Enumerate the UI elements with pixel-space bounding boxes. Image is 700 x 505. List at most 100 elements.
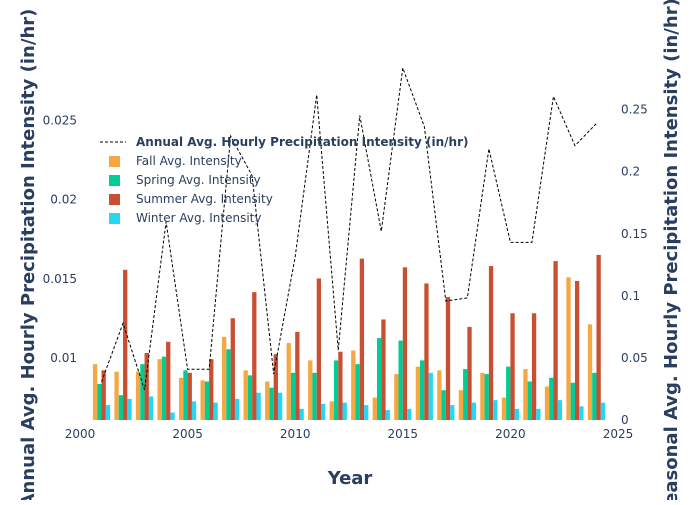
bar-fall-avg-intensity-2009 bbox=[265, 381, 270, 420]
y-axis-ticks: 0.01 0.015 0.02 0.025 bbox=[43, 113, 77, 365]
y-axis-title: Annual Avg. Hourly Precipitation Intensi… bbox=[18, 9, 39, 500]
bar-summer-avg-intensity-2007 bbox=[230, 318, 235, 420]
bar-spring-avg-intensity-2013 bbox=[355, 364, 360, 420]
bar-fall-avg-intensity-2013 bbox=[351, 350, 356, 420]
bar-summer-avg-intensity-2021 bbox=[531, 313, 537, 420]
bar-winter-avg-intensity-2012 bbox=[342, 402, 347, 420]
bar-spring-avg-intensity-2021 bbox=[527, 381, 532, 420]
bar-winter-avg-intensity-2004 bbox=[170, 412, 175, 420]
bar-spring-avg-intensity-2023 bbox=[570, 382, 575, 420]
x-tick-label-2025: 2025 bbox=[603, 427, 634, 441]
legend-swatch-fall-avg-intensity bbox=[109, 156, 120, 167]
legend-swatch-spring-avg-intensity bbox=[109, 175, 120, 186]
line-layer bbox=[101, 67, 597, 391]
legend-label-fall-avg-intensity: Fall Avg. Intensity bbox=[136, 154, 242, 168]
bar-winter-avg-intensity-2020 bbox=[514, 408, 519, 420]
bar-winter-avg-intensity-2023 bbox=[579, 406, 584, 420]
bar-winter-avg-intensity-2017 bbox=[450, 405, 455, 420]
y2-tick-label-3: 0.15 bbox=[621, 227, 648, 241]
bar-fall-avg-intensity-2010 bbox=[286, 343, 291, 420]
bar-winter-avg-intensity-2005 bbox=[191, 401, 197, 420]
bar-spring-avg-intensity-2005 bbox=[183, 370, 188, 420]
y2-axis-ticks: 0 0.05 0.1 0.15 0.2 0.25 bbox=[621, 103, 648, 427]
bar-summer-avg-intensity-2024 bbox=[596, 254, 601, 420]
bar-spring-avg-intensity-2014 bbox=[376, 338, 382, 420]
bar-spring-avg-intensity-2008 bbox=[247, 375, 253, 420]
legend: Annual Avg. Hourly Precipitation Intensi… bbox=[100, 135, 469, 225]
bar-summer-avg-intensity-2016 bbox=[424, 283, 429, 420]
bar-spring-avg-intensity-2010 bbox=[290, 372, 296, 420]
bar-winter-avg-intensity-2008 bbox=[256, 392, 261, 420]
bar-summer-avg-intensity-2022 bbox=[553, 261, 558, 420]
bar-summer-avg-intensity-2014 bbox=[381, 319, 386, 420]
bar-winter-avg-intensity-2007 bbox=[234, 398, 240, 420]
x-axis-ticks: 2000 2005 2010 2015 2020 2025 bbox=[65, 427, 634, 441]
bar-summer-avg-intensity-2023 bbox=[574, 280, 580, 420]
y2-tick-label-5: 0.25 bbox=[621, 103, 648, 117]
bar-summer-avg-intensity-2009 bbox=[273, 354, 278, 420]
bar-spring-avg-intensity-2018 bbox=[463, 369, 468, 420]
bar-fall-avg-intensity-2021 bbox=[523, 369, 528, 420]
bar-spring-avg-intensity-2011 bbox=[312, 372, 317, 420]
bar-summer-avg-intensity-2019 bbox=[488, 266, 494, 420]
bar-winter-avg-intensity-2009 bbox=[277, 392, 283, 420]
bar-summer-avg-intensity-2003 bbox=[144, 352, 149, 420]
bar-fall-avg-intensity-2006 bbox=[200, 380, 205, 420]
y2-tick-label-1: 0.05 bbox=[621, 351, 648, 365]
x-tick-label-2000: 2000 bbox=[65, 427, 96, 441]
bar-summer-avg-intensity-2017 bbox=[445, 297, 451, 420]
legend-label-summer-avg-intensity: Summer Avg. Intensity bbox=[136, 192, 273, 206]
bar-summer-avg-intensity-2008 bbox=[252, 292, 257, 420]
bar-summer-avg-intensity-2006 bbox=[209, 359, 214, 420]
bar-winter-avg-intensity-2021 bbox=[536, 408, 541, 420]
bar-summer-avg-intensity-2012 bbox=[338, 351, 343, 420]
x-tick-label-2010: 2010 bbox=[280, 427, 311, 441]
bar-winter-avg-intensity-2022 bbox=[557, 400, 563, 420]
line-annual-avg-intensity bbox=[101, 67, 597, 391]
bar-fall-avg-intensity-2018 bbox=[458, 390, 464, 420]
bar-fall-avg-intensity-2011 bbox=[308, 360, 313, 420]
y2-tick-label-2: 0.1 bbox=[621, 289, 640, 303]
bar-spring-avg-intensity-2024 bbox=[592, 372, 597, 420]
bar-winter-avg-intensity-2002 bbox=[127, 398, 132, 420]
bar-fall-avg-intensity-2014 bbox=[372, 397, 377, 420]
bar-spring-avg-intensity-2002 bbox=[118, 395, 124, 420]
bar-spring-avg-intensity-2007 bbox=[226, 349, 231, 420]
bar-fall-avg-intensity-2003 bbox=[135, 371, 141, 420]
bar-fall-avg-intensity-2016 bbox=[415, 366, 421, 420]
bar-winter-avg-intensity-2015 bbox=[407, 408, 412, 420]
bar-spring-avg-intensity-2003 bbox=[140, 364, 145, 420]
x-tick-label-2005: 2005 bbox=[172, 427, 203, 441]
y2-tick-label-4: 0.2 bbox=[621, 165, 640, 179]
bar-fall-avg-intensity-2022 bbox=[544, 386, 550, 420]
x-tick-label-2015: 2015 bbox=[388, 427, 419, 441]
bar-fall-avg-intensity-2024 bbox=[587, 324, 593, 420]
bar-spring-avg-intensity-2016 bbox=[420, 360, 425, 420]
bar-spring-avg-intensity-2012 bbox=[333, 360, 339, 420]
bar-fall-avg-intensity-2020 bbox=[501, 397, 507, 420]
bar-fall-avg-intensity-2012 bbox=[329, 401, 334, 420]
bar-winter-avg-intensity-2018 bbox=[471, 402, 476, 420]
bar-winter-avg-intensity-2003 bbox=[148, 396, 154, 420]
bar-summer-avg-intensity-2010 bbox=[295, 331, 300, 420]
bar-fall-avg-intensity-2002 bbox=[114, 371, 119, 420]
bar-fall-avg-intensity-2015 bbox=[394, 374, 399, 420]
y-tick-label-3: 0.025 bbox=[43, 113, 77, 127]
bar-winter-avg-intensity-2013 bbox=[364, 405, 369, 420]
bar-fall-avg-intensity-2023 bbox=[566, 277, 571, 420]
bar-spring-avg-intensity-2017 bbox=[441, 390, 446, 420]
y2-tick-label-0: 0 bbox=[621, 413, 629, 427]
legend-swatch-winter-avg-intensity bbox=[109, 213, 120, 224]
bar-spring-avg-intensity-2022 bbox=[549, 377, 554, 420]
bar-fall-avg-intensity-2007 bbox=[222, 336, 227, 420]
bar-spring-avg-intensity-2020 bbox=[506, 366, 511, 420]
bar-fall-avg-intensity-2019 bbox=[480, 372, 485, 420]
bar-winter-avg-intensity-2006 bbox=[213, 402, 218, 420]
y-tick-label-0: 0.01 bbox=[50, 351, 77, 365]
legend-label-winter-avg-intensity: Winter Avg. Intensity bbox=[136, 211, 261, 225]
bar-summer-avg-intensity-2018 bbox=[467, 326, 472, 420]
y2-axis-title: Seasonal Avg. Hourly Precipitation Inten… bbox=[661, 0, 682, 500]
bar-spring-avg-intensity-2004 bbox=[161, 356, 167, 420]
